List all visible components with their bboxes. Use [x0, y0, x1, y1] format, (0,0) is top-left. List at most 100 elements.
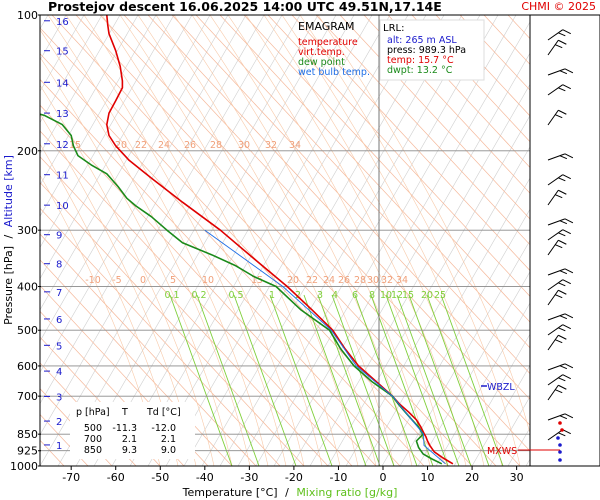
temperature-profile	[106, 15, 454, 465]
y-axis-title: Pressure [hPa] / Altitude [km]	[2, 155, 15, 325]
table-header-t: T	[121, 407, 128, 418]
wind-barb-flag	[558, 32, 566, 37]
wind-barb-dot	[560, 428, 564, 432]
skew-grid-line	[544, 15, 600, 466]
plot-area	[40, 15, 530, 466]
wind-barb-flag	[562, 29, 571, 35]
pressure-tick-label: 600	[17, 360, 38, 373]
lrl-title: LRL:	[383, 23, 404, 34]
legend-wet-bulb: wet bulb temp.	[298, 67, 370, 78]
wind-barb-flag	[564, 363, 574, 369]
skew-grid-line	[40, 15, 247, 373]
dry-adiabat	[435, 15, 530, 117]
mixing-ratio-label: 3	[317, 290, 323, 301]
moist-adiabat	[65, 15, 287, 466]
skew-grid-line	[40, 15, 157, 217]
legend-dew-point: dew point	[298, 57, 345, 68]
mixing-ratio-label: 20	[421, 290, 433, 301]
wind-barb-flag	[559, 220, 568, 225]
altitude-tick-label: 1	[56, 441, 62, 452]
mixing-ratio-line	[396, 294, 460, 466]
wind-barb-flag	[562, 84, 571, 90]
lrl-altitude: alt: 265 m ASL	[387, 35, 457, 46]
wind-barb-flag	[564, 68, 574, 74]
skew-grid-line	[237, 15, 499, 466]
wind-barb-flag	[558, 189, 567, 195]
moist-adiabat	[173, 15, 395, 466]
background-lines	[0, 15, 600, 466]
wind-barb-shaft	[547, 279, 564, 291]
wind-barb-flag	[558, 384, 567, 390]
skew-grid-line	[453, 333, 530, 466]
skew-grid-line	[201, 15, 463, 466]
adiabat-label: 10	[202, 275, 214, 286]
altitude-tick-label: 16	[56, 17, 69, 28]
mixing-ratio-label: 0.2	[191, 290, 206, 301]
wind-barb-flag	[562, 429, 571, 435]
mixing-ratio-line	[233, 294, 297, 466]
skew-grid-line	[309, 83, 530, 466]
dry-adiabat	[40, 336, 161, 466]
temperature-tick-label: -30	[240, 471, 258, 484]
wind-barb-flag	[558, 39, 567, 45]
wind-barb-flag	[559, 365, 568, 370]
wind-barb-flag	[562, 374, 571, 380]
skew-grid-line	[75, 15, 337, 466]
dry-adiabat	[75, 15, 497, 466]
table-row-p: 500	[84, 423, 102, 434]
dry-adiabat	[40, 78, 401, 466]
skew-grid-line	[471, 364, 530, 466]
pressure-tick-label: 400	[17, 281, 38, 294]
adiabat-label: -5	[112, 275, 121, 286]
lrl-background	[379, 19, 485, 81]
dry-adiabat	[411, 15, 530, 143]
x-axis-separator: /	[285, 486, 289, 499]
temperature-tick-label: 10	[421, 471, 435, 484]
lrl-pressure: press: 989.3 hPa	[387, 45, 466, 56]
wind-barb-shaft	[547, 374, 564, 386]
wind-barb-flag	[564, 313, 574, 319]
wind-barbs	[547, 29, 574, 462]
y-axis-separator: /	[2, 234, 15, 238]
skew-grid-line	[40, 15, 175, 249]
adiabat-label: 34	[396, 275, 408, 286]
skew-grid-line	[363, 177, 530, 466]
dry-adiabat	[243, 15, 530, 323]
dry-adiabat	[40, 362, 137, 466]
skew-grid-line	[40, 15, 211, 311]
level-table: p [hPa] T Td [°C] 500 -11.3 -12.0 700 2.…	[70, 402, 195, 459]
mixing-ratio-label: 10	[380, 290, 392, 301]
wind-barb-dot	[558, 450, 562, 454]
wind-barb-flag	[558, 432, 566, 437]
wind-barb-flag	[555, 44, 563, 49]
lrl-box: LRL: alt: 265 m ASL press: 989.3 hPa tem…	[379, 19, 485, 81]
wind-barb-shaft	[547, 324, 564, 336]
pressure-tick-label: 500	[17, 324, 38, 337]
mixing-ratio-label: 12	[391, 290, 403, 301]
wind-barb-shaft	[547, 153, 566, 161]
chart-title: Prostejov descent 16.06.2025 14:00 UTC 4…	[48, 0, 442, 14]
table-row-t: 9.3	[122, 445, 137, 456]
wind-barb-flag	[559, 155, 568, 160]
dry-adiabat	[556, 15, 600, 466]
dry-adiabat	[0, 15, 16, 466]
altitude-tick-label: 9	[56, 231, 62, 242]
skew-grid-line	[40, 15, 193, 280]
altitude-tick-label: 12	[56, 140, 69, 151]
skew-grid-line	[40, 15, 229, 342]
altitude-tick-label: 13	[56, 109, 69, 120]
wind-barb-flag	[558, 87, 566, 92]
wind-barb-shaft	[547, 68, 566, 76]
pressure-tick-label: 300	[17, 224, 38, 237]
wind-barb-shaft	[547, 334, 559, 351]
x-axis-title: Temperature [°C] / Mixing ratio [g/kg]	[182, 486, 398, 499]
wind-barb-flag	[558, 232, 566, 237]
table-row-td: 9.0	[161, 445, 176, 456]
wind-barb-shaft	[547, 174, 564, 186]
mixing-ratio-line	[370, 294, 434, 466]
dry-adiabat	[291, 15, 530, 272]
dry-adiabat	[40, 156, 329, 466]
skew-grid-line	[525, 458, 530, 466]
